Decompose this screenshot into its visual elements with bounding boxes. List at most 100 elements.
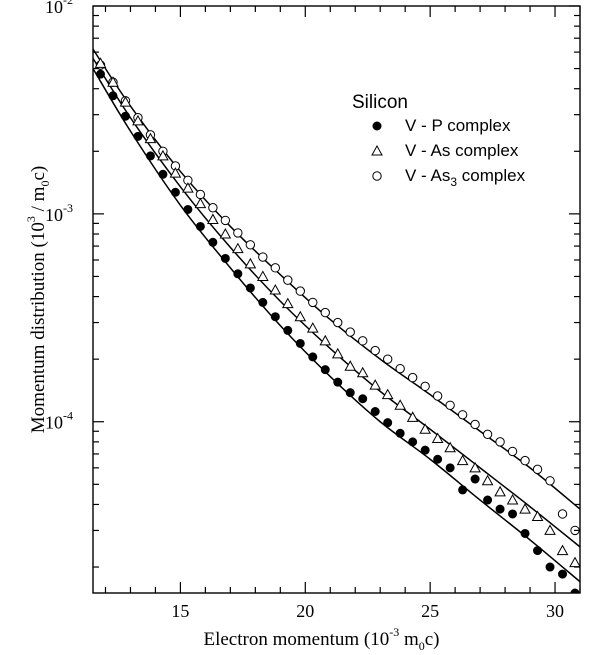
data-point-open-triangle — [469, 461, 481, 473]
data-point-open-circle — [445, 400, 455, 410]
data-point-open-circle — [245, 240, 256, 250]
data-point-open-triangle — [157, 149, 169, 161]
data-point-open-triangle — [194, 197, 207, 209]
data-point-open-circle — [457, 410, 468, 420]
data-point-open-circle — [370, 345, 380, 356]
data-point-open-triangle — [281, 297, 294, 309]
data-point-open-triangle — [306, 322, 319, 333]
data-point-open-triangle — [456, 454, 469, 466]
x-tick-label: 30 — [546, 601, 564, 621]
data-point-filled-circle — [208, 237, 218, 247]
data-point-filled-circle — [120, 111, 130, 121]
data-point-filled-circle — [283, 325, 293, 335]
data-point-filled-circle — [158, 169, 168, 179]
data-point-filled-circle — [558, 569, 568, 579]
data-point-open-triangle — [444, 441, 456, 453]
data-point-open-triangle — [256, 270, 269, 281]
data-point-open-circle — [470, 419, 480, 430]
data-point-filled-circle — [395, 428, 405, 438]
data-point-filled-circle — [220, 253, 230, 263]
x-axis-label: Electron momentum (10-3 m0c) — [203, 625, 439, 653]
data-point-filled-circle — [470, 474, 480, 484]
data-point-open-circle — [407, 372, 418, 383]
data-point-filled-circle — [433, 454, 443, 464]
data-point-filled-circle — [370, 407, 380, 417]
data-point-open-triangle — [494, 485, 506, 497]
y-tick-label: 10-3 — [45, 201, 73, 225]
data-point-open-circle — [270, 263, 281, 273]
data-point-filled-circle — [533, 546, 543, 556]
data-point-filled-circle — [345, 388, 355, 398]
x-tick-label: 15 — [171, 601, 189, 621]
plot-frame — [92, 5, 581, 594]
data-point-filled-circle — [95, 69, 105, 79]
data-point-open-circle — [420, 381, 430, 392]
legend-label: V - As complex — [405, 141, 519, 160]
data-point-open-triangle — [431, 432, 444, 444]
data-point-open-circle — [283, 275, 293, 285]
data-point-filled-circle — [133, 131, 143, 141]
y-axis-label: Momentum distribution (103 / m0c) — [24, 166, 52, 433]
data-point-open-triangle — [144, 132, 157, 144]
data-point-open-triangle — [481, 474, 494, 486]
data-point-filled-circle — [495, 504, 505, 514]
legend-marker-open-triangle — [371, 144, 383, 156]
data-point-open-triangle — [506, 494, 519, 505]
data-point-open-triangle — [132, 114, 144, 126]
data-point-open-triangle — [531, 510, 544, 522]
data-point-open-circle — [220, 215, 231, 226]
data-point-open-circle — [258, 252, 268, 262]
data-point-open-triangle — [394, 399, 407, 410]
data-point-filled-circle — [245, 283, 255, 293]
data-point-open-circle — [295, 286, 305, 296]
data-point-open-circle — [557, 509, 568, 519]
data-point-open-triangle — [356, 366, 369, 378]
data-point-filled-circle — [258, 297, 268, 307]
data-point-filled-circle — [483, 495, 493, 505]
data-point-open-circle — [333, 317, 343, 328]
data-point-open-triangle — [182, 182, 194, 193]
data-point-open-triangle — [419, 423, 432, 434]
data-point-open-circle — [345, 327, 355, 337]
x-tick-label: 20 — [296, 601, 314, 621]
legend-title: Silicon — [352, 92, 408, 113]
data-point-open-triangle — [544, 524, 556, 535]
data-point-filled-circle — [420, 445, 430, 455]
data-point-open-triangle — [269, 284, 282, 295]
data-point-open-triangle — [207, 213, 219, 224]
data-point-open-circle — [195, 189, 206, 200]
data-point-open-triangle — [94, 57, 107, 68]
data-point-open-circle — [308, 297, 318, 308]
data-point-open-triangle — [107, 76, 119, 87]
data-point-open-triangle — [294, 310, 307, 322]
data-point-filled-circle — [570, 588, 580, 593]
data-point-open-circle — [382, 354, 393, 364]
data-point-filled-circle — [320, 365, 330, 375]
data-point-open-circle — [495, 437, 505, 447]
data-point-open-triangle — [319, 334, 332, 346]
data-point-filled-circle — [308, 352, 318, 362]
legend: Silicon V - P complex V - As complex V - As… — [352, 92, 526, 189]
data-point-open-triangle — [381, 388, 394, 400]
legend-label: V - P complex — [405, 116, 511, 135]
data-point-filled-circle — [545, 562, 555, 572]
data-point-filled-circle — [270, 312, 280, 322]
data-point-open-circle — [545, 476, 555, 486]
data-point-open-triangle — [119, 96, 132, 107]
data-point-open-circle — [482, 429, 493, 440]
data-point-filled-circle — [508, 509, 518, 519]
data-point-open-triangle — [232, 242, 244, 254]
data-point-filled-circle — [145, 151, 155, 161]
data-point-open-triangle — [331, 347, 344, 359]
data-point-open-circle — [320, 307, 330, 318]
data-point-filled-circle — [195, 221, 205, 231]
data-point-open-circle — [532, 464, 543, 475]
data-point-open-triangle — [244, 257, 257, 269]
data-point-filled-circle — [170, 187, 180, 197]
data-point-open-triangle — [219, 227, 232, 239]
data-point-filled-circle — [295, 338, 305, 348]
x-tick-label: 25 — [421, 601, 439, 621]
data-point-open-triangle — [369, 379, 382, 390]
data-point-filled-circle — [383, 418, 393, 428]
